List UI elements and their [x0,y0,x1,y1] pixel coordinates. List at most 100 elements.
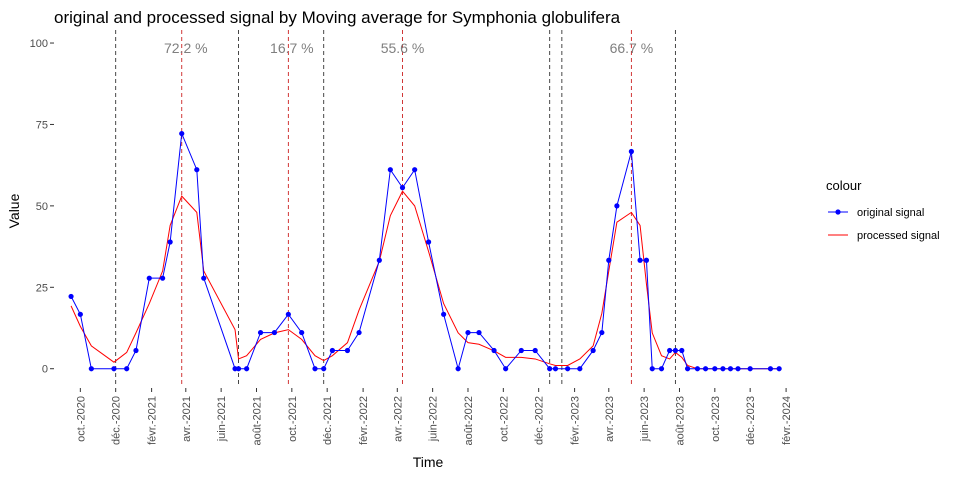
original-signal-point [643,257,650,263]
x-tick-label: avr.-2021 [181,396,193,442]
x-tick-label: août-2021 [251,396,263,446]
peak-percent-label: 66.7 % [610,40,654,56]
original-signal-point [776,366,782,372]
y-tick-label: 100 [30,38,48,50]
original-signal-point [747,366,753,372]
x-tick-label: oct.-2023 [710,396,722,442]
plot-area: 0 25 50 75 100 oct.-2020 déc.-2020 févr.-2021 av… [30,30,793,446]
x-tick-label: févr.-2024 [781,396,793,445]
x-tick-label: févr.-2023 [570,396,582,445]
original-signal-point [720,366,726,372]
original-signal-point [590,347,596,354]
x-tick-label: févr.-2021 [147,396,159,445]
original-signal-point [167,239,173,245]
original-signal-point [735,366,741,372]
original-signal-point [412,167,418,173]
original-signal-point [344,347,351,354]
original-signal-point [133,347,139,354]
original-signal-point [658,366,665,372]
original-signal-point [712,366,718,372]
legend-key-original-point [835,209,841,215]
original-signal-point [111,366,117,372]
original-signal-point [476,329,482,336]
original-signal-line [70,133,780,371]
original-signal-point [68,293,74,300]
original-signal-point [767,366,774,372]
y-tick-label: 75 [36,119,48,131]
x-tick-label: juin-2021 [216,396,228,442]
original-signal-point [667,347,673,354]
x-tick-label: avr.-2022 [392,396,404,442]
original-signal-point [312,366,318,372]
x-axis-title: Time [413,454,444,470]
original-signal-point [649,366,655,372]
processed-signal-line [70,190,780,370]
original-signal-point [194,167,200,173]
x-tick-label: juin-2022 [428,396,440,442]
original-signal-point [77,311,83,317]
x-tick-label: oct.-2022 [498,396,510,442]
x-tick-label: déc.-2023 [745,396,757,445]
original-signal-point [321,366,327,372]
original-signal-point [702,366,709,372]
original-signal-point [552,366,559,372]
x-tick-label: déc.-2020 [111,396,123,445]
x-tick-label: déc.-2022 [534,396,546,445]
original-signal-point [455,366,461,372]
original-signal-point [679,347,685,354]
original-signal-point [547,366,553,372]
original-signal-point [271,329,278,336]
x-tick-label: avr.-2023 [604,396,616,442]
original-signal-point [179,130,185,137]
x-tick-label: août-2023 [674,396,686,446]
legend-label-original: original signal [857,207,924,219]
original-signal-point [329,347,335,354]
original-signal-point [244,366,250,372]
original-signal-point [160,275,166,281]
original-signal-point [565,366,571,372]
peak-percent-label: 55.6 % [381,40,425,56]
original-signal-point [124,366,130,372]
original-signal-point [637,257,643,263]
peak-percent-label: 16.7 % [270,40,314,56]
legend: colour original signal processed signal [826,178,940,242]
original-signal-point [465,329,471,336]
original-signal-point [503,366,509,372]
original-signal-point [672,347,679,354]
original-signal-point [441,311,447,317]
original-signal-point [532,347,538,354]
original-signal-point [235,366,242,372]
original-signal-point [299,329,305,336]
original-signal-point [606,257,612,263]
y-axis-title: Value [6,193,22,228]
legend-title: colour [826,178,862,193]
original-signal-point [491,347,497,354]
legend-label-processed: processed signal [857,230,940,242]
original-signal-point [257,329,264,336]
x-tick-label: oct.-2020 [75,396,87,442]
original-signal-point [614,203,620,209]
original-signal-point [399,185,406,191]
original-signal-point [684,366,691,372]
x-tick-label: févr.-2022 [358,396,370,445]
original-signal-point [356,329,362,336]
original-signal-point [88,366,94,372]
x-tick-label: juin-2023 [639,396,651,442]
original-signal-point [376,257,382,263]
original-signal-point [387,167,393,173]
original-signal-point [628,148,634,155]
x-tick-label: août-2022 [463,396,475,446]
original-signal-point [727,366,734,372]
original-signal-point [146,275,152,281]
x-tick-label: déc.-2021 [322,396,334,445]
y-tick-label: 50 [36,201,48,213]
peak-percent-label: 72.2 % [164,40,208,56]
original-signal-point [425,239,432,245]
original-signal-point [201,275,207,281]
original-signal-point [694,366,701,372]
original-signal-point [599,329,605,336]
original-signal-point [577,366,583,372]
y-tick-label: 25 [36,282,48,294]
